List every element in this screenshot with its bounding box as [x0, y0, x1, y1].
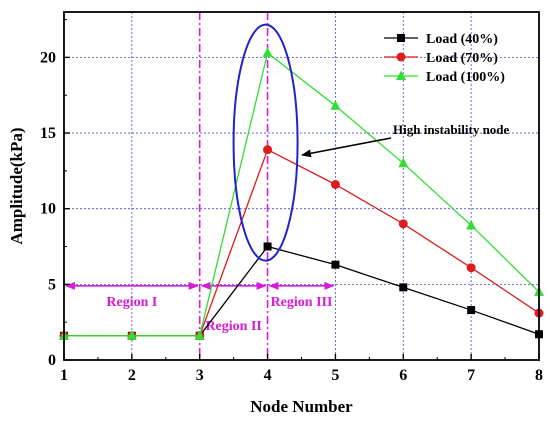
x-tick-label: 5 [331, 367, 339, 384]
legend-item: Load (100%) [384, 70, 505, 85]
data-point-square [331, 260, 340, 269]
region-label: Region I [106, 295, 157, 310]
data-point-triangle [126, 330, 137, 340]
region-label: Region III [271, 295, 333, 310]
data-point-triangle [262, 47, 273, 57]
annotation-label: High instability node [393, 122, 510, 137]
data-point-circle [263, 145, 273, 155]
data-point-triangle [194, 330, 205, 340]
x-tick-label: 2 [128, 367, 136, 384]
legend-label: Load (70%) [426, 51, 498, 66]
x-tick-label: 8 [535, 367, 543, 384]
legend-item: Load (40%) [384, 32, 498, 47]
data-point-triangle [466, 219, 477, 230]
region-annotations: Region I Region II Region III [65, 281, 335, 334]
y-axis-title: Amplitude(kPa) [7, 127, 26, 244]
data-point-circle [396, 52, 406, 62]
x-axis-title: Node Number [250, 397, 353, 416]
y-tick-label: 20 [40, 49, 56, 66]
legend: Load (40%) Load (70%) Load (100%) [384, 32, 505, 85]
data-point-circle [398, 219, 408, 229]
data-point-triangle [398, 157, 409, 168]
data-point-square [467, 306, 476, 315]
instability-annotation: High instability node [232, 23, 510, 262]
x-tick-label: 4 [264, 367, 272, 384]
x-tick-label: 1 [60, 367, 68, 384]
legend-item: Load (70%) [384, 51, 498, 66]
data-point-triangle [396, 70, 406, 80]
data-point-triangle [330, 100, 341, 110]
annotation-arrow [301, 137, 392, 158]
legend-label: Load (40%) [426, 32, 498, 47]
data-point-circle [330, 179, 340, 189]
x-tick-label: 6 [399, 367, 407, 384]
data-point-circle [466, 263, 476, 273]
series-1 [60, 242, 543, 340]
region-dividers [198, 12, 269, 360]
y-tick-label: 10 [40, 201, 56, 218]
x-tick-label: 3 [196, 367, 204, 384]
y-tick-label: 15 [40, 125, 56, 142]
y-tick-label: 0 [48, 352, 56, 369]
legend-label: Load (100%) [426, 70, 505, 85]
instability-ellipse [232, 23, 299, 262]
data-point-square [263, 242, 272, 251]
data-point-square [397, 34, 405, 42]
series-line [64, 245, 540, 337]
region-label: Region II [205, 319, 261, 334]
y-tick-label: 5 [48, 276, 56, 293]
series-line [64, 51, 540, 337]
data-point-square [399, 283, 408, 292]
x-tick-label: 7 [467, 367, 475, 384]
series-3 [59, 47, 544, 340]
axes: 1 2 3 4 5 6 7 8 0 5 10 15 20 [40, 11, 543, 384]
